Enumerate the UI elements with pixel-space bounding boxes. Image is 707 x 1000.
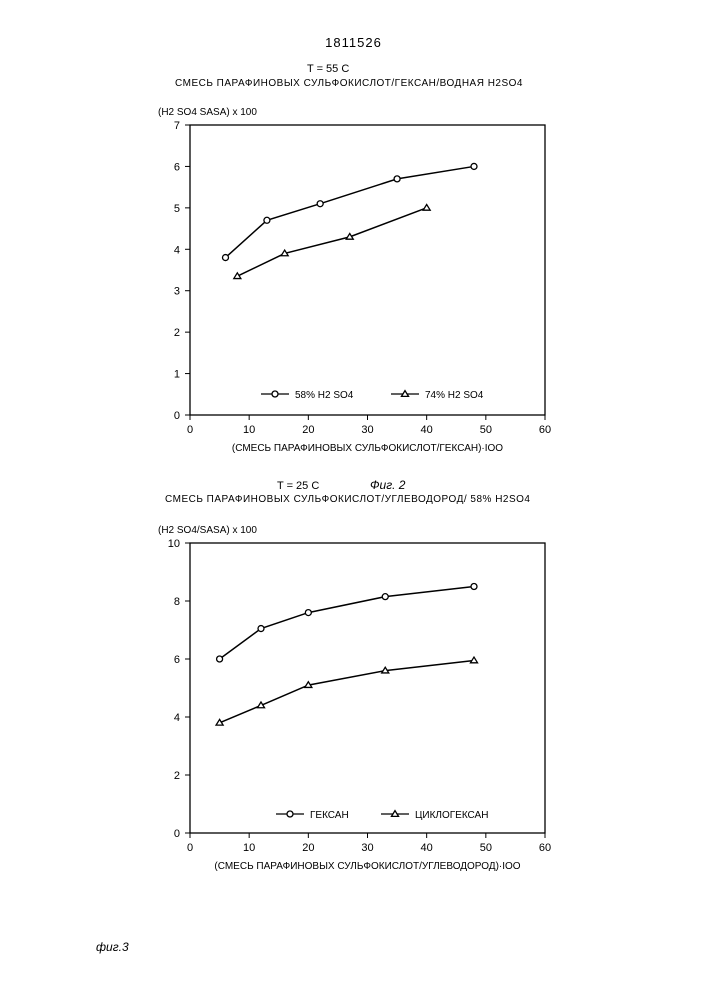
x-tick-label: 30 [361,424,373,436]
fig3-label: фиг.3 [96,940,129,954]
chart1-temp: T = 55 C [307,63,349,75]
x-tick-label: 20 [302,424,314,436]
y-tick-label: 4 [174,244,180,256]
fig2-label: Фиг. 2 [370,478,405,492]
x-axis-label: (СМЕСЬ ПАРАФИНОВЫХ СУЛЬФОКИСЛОТ/УГЛЕВОДО… [214,861,520,872]
legend-label: 58% H2 SO4 [295,390,354,401]
y-tick-label: 10 [168,538,180,550]
x-tick-label: 50 [480,842,492,854]
y-tick-label: 0 [174,828,180,840]
y-tick-label: 0 [174,410,180,422]
chart1-title: СМЕСЬ ПАРАФИНОВЫХ СУЛЬФОКИСЛОТ/ГЕКСАН/ВО… [175,78,523,89]
y-axis-label: (H2 SO4/SASA) x 100 [158,525,257,536]
x-tick-label: 60 [539,842,551,854]
x-tick-label: 10 [243,424,255,436]
legend-label: ЦИКЛОГЕКСАН [415,810,488,821]
x-tick-label: 10 [243,842,255,854]
plot-border [190,125,545,415]
legend-label: 74% H2 SO4 [425,390,484,401]
x-tick-label: 0 [187,842,193,854]
x-tick-label: 30 [361,842,373,854]
series-line [226,166,475,257]
legend-label: ГЕКСАН [310,810,349,821]
y-tick-label: 3 [174,286,180,298]
y-tick-label: 2 [174,770,180,782]
y-tick-label: 5 [174,203,180,215]
y-tick-label: 7 [174,120,180,132]
chart2: (H2 SO4/SASA) x 100 0 10 20 30 40 50 60 0 2 4 6 8 10 Г… [135,518,575,878]
y-tick-label: 8 [174,596,180,608]
x-axis-label: (СМЕСЬ ПАРАФИНОВЫХ СУЛЬФОКИСЛОТ/ГЕКСАН)·… [232,443,503,454]
series-line [220,587,474,660]
chart2-title: СМЕСЬ ПАРАФИНОВЫХ СУЛЬФОКИСЛОТ/УГЛЕВОДОР… [165,494,530,505]
x-tick-label: 50 [480,424,492,436]
doc-number: 1811526 [0,35,707,50]
series-line [220,660,474,722]
page: 1811526 T = 55 C СМЕСЬ ПАРАФИНОВЫХ СУЛЬФ… [0,0,707,1000]
y-tick-label: 6 [174,654,180,666]
x-tick-label: 0 [187,424,193,436]
y-tick-label: 2 [174,327,180,339]
chart2-temp: T = 25 C [277,480,319,492]
y-tick-label: 4 [174,712,180,724]
y-axis-label: (H2 SO4 SASA) x 100 [158,107,257,118]
plot-border [190,543,545,833]
x-tick-label: 60 [539,424,551,436]
x-tick-label: 40 [421,424,433,436]
x-tick-label: 20 [302,842,314,854]
y-tick-label: 6 [174,161,180,173]
y-tick-label: 1 [174,369,180,381]
x-tick-label: 40 [421,842,433,854]
chart1: (H2 SO4 SASA) x 100 0 10 20 30 40 50 60 0 1 2 3 4 5 6 7… [135,100,575,460]
